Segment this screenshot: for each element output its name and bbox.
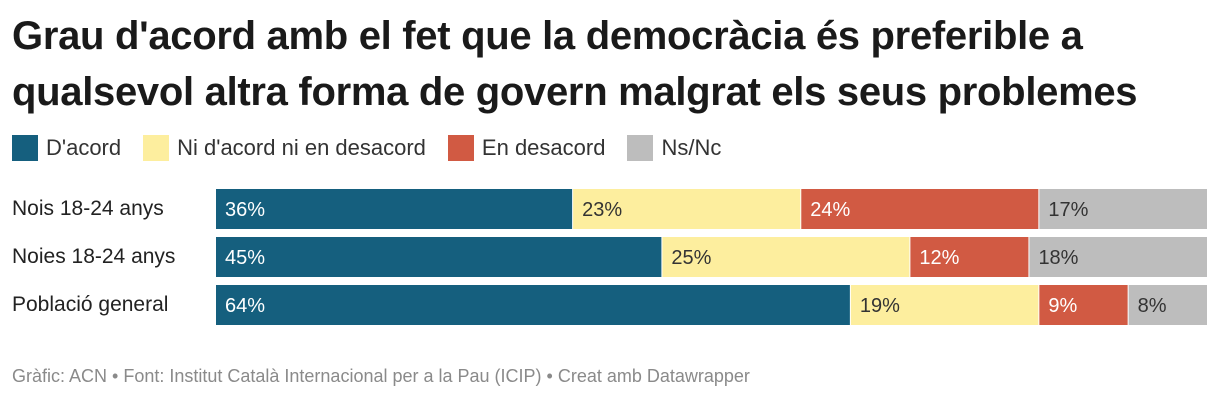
bar-nsnc-row-0	[1039, 189, 1207, 229]
legend-label-desacord: En desacord	[481, 135, 606, 160]
data-label-nsnc-row-2: 8%	[1138, 295, 1167, 317]
legend-label-neutral: Ni d'acord ni en desacord	[177, 135, 426, 160]
legend-item-acord: D'acord	[12, 135, 121, 161]
source-footer: Gràfic: ACN • Font: Institut Català Inte…	[12, 366, 750, 386]
legend-label-nsnc: Ns/Nc	[661, 135, 722, 160]
bar-desacord-row-0	[801, 189, 1039, 229]
data-label-desacord-row-1: 12%	[919, 247, 959, 269]
legend-item-nsnc: Ns/Nc	[627, 135, 721, 161]
bar-desacord-row-2	[1039, 285, 1128, 325]
data-label-acord-row-0: 36%	[225, 199, 265, 221]
bar-desacord-row-1	[910, 237, 1029, 277]
legend-label-acord: D'acord	[46, 135, 122, 160]
legend-item-desacord: En desacord	[447, 135, 606, 161]
chart-title: Grau d'acord amb el fet que la democràci…	[12, 14, 1138, 114]
row-label-poblacio: Població general	[12, 293, 169, 316]
legend-swatch-nsnc	[627, 135, 654, 161]
legend-swatch-desacord	[447, 135, 474, 161]
bar-neutral-row-2	[850, 285, 1039, 325]
bar-acord-row-0	[216, 189, 573, 229]
data-label-acord-row-1: 45%	[225, 247, 265, 269]
data-label-neutral-row-2: 19%	[860, 295, 900, 317]
bar-neutral-row-1	[662, 237, 910, 277]
data-label-desacord-row-0: 24%	[810, 199, 850, 221]
row-label-noies: Noies 18-24 anys	[12, 245, 176, 268]
legend-swatch-acord	[12, 135, 38, 161]
data-label-nsnc-row-0: 17%	[1048, 199, 1088, 221]
legend-swatch-neutral	[143, 135, 170, 161]
bar-nsnc-row-1	[1029, 237, 1207, 277]
bar-neutral-row-0	[573, 189, 801, 229]
data-label-acord-row-2: 64%	[225, 295, 265, 317]
data-label-neutral-row-1: 25%	[671, 247, 711, 269]
data-label-neutral-row-0: 23%	[582, 199, 622, 221]
bar-nsnc-row-2	[1128, 285, 1207, 325]
data-label-nsnc-row-1: 18%	[1038, 247, 1078, 269]
row-label-nois: Nois 18-24 anys	[12, 197, 164, 220]
bar-acord-row-2	[216, 285, 850, 325]
legend-item-neutral: Ni d'acord ni en desacord	[143, 135, 426, 161]
data-label-desacord-row-2: 9%	[1048, 295, 1077, 317]
bar-acord-row-1	[216, 237, 662, 277]
legend: D'acord Ni d'acord ni en desacord En des…	[12, 134, 721, 162]
